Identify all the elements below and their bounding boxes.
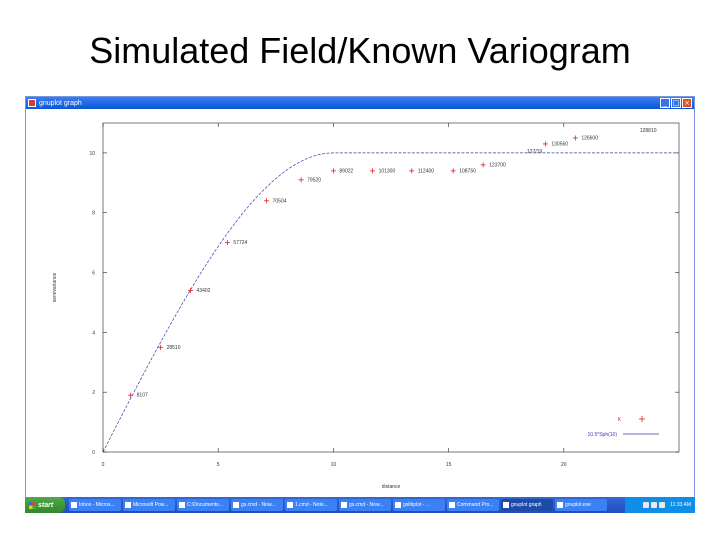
task-label: gnuplot.exe: [565, 502, 591, 508]
task-app-icon: [341, 502, 347, 508]
data-label: 43402: [197, 288, 211, 294]
taskbar-task[interactable]: gnuplot.exe: [555, 499, 607, 511]
task-label: gs.cmd - Now...: [241, 502, 276, 508]
y-tick-label: 10: [89, 151, 95, 157]
slide-title: Simulated Field/Known Variogram: [89, 30, 631, 71]
taskbar-task[interactable]: Command Pro...: [447, 499, 499, 511]
start-button[interactable]: start: [25, 497, 65, 513]
data-label: 57724: [233, 240, 247, 246]
task-app-icon: [557, 502, 563, 508]
data-label: 70504: [273, 198, 287, 204]
data-label: 8107: [137, 393, 148, 399]
x-tick-label: 20: [561, 462, 567, 468]
clock: 11:33 AM: [670, 502, 691, 508]
x-tick-label: 5: [217, 462, 220, 468]
data-point: [298, 177, 304, 183]
y-tick-label: 2: [92, 390, 95, 396]
task-label: gs.cmd - Now...: [349, 502, 384, 508]
task-app-icon: [287, 502, 293, 508]
y-tick-label: 8: [92, 211, 95, 217]
data-label: 130560: [551, 141, 568, 147]
model-line: [102, 152, 679, 453]
data-point: [450, 168, 456, 174]
variogram-chart: 0 5 10 15 20 0 2 4 6 8 10 distance semivariance 8107 2…: [52, 122, 680, 490]
security-icon[interactable]: [659, 502, 666, 508]
task-label: 1.cmd - Note...: [295, 502, 328, 508]
data-point: [224, 240, 230, 246]
x-tick-label: 15: [446, 462, 452, 468]
start-label: start: [38, 501, 54, 509]
data-point: [480, 162, 486, 168]
x-axis-label: distance: [382, 484, 401, 490]
data-point: [409, 168, 415, 174]
taskbar-task[interactable]: Microsoft Pow...: [123, 499, 175, 511]
task-app-icon: [233, 502, 239, 508]
taskbar-task[interactable]: Inbox - Micros...: [69, 499, 121, 511]
task-label: C:\Documents...: [187, 502, 223, 508]
task-app-icon: [503, 502, 509, 508]
plot-frame: [102, 122, 680, 453]
data-label: 101300: [379, 168, 396, 174]
task-app-icon: [125, 502, 131, 508]
taskbar-task[interactable]: C:\Documents...: [177, 499, 229, 511]
x-tick-label: 10: [331, 462, 337, 468]
taskbar-task[interactable]: gs.cmd - Now...: [231, 499, 283, 511]
maximize-button[interactable]: □: [671, 98, 681, 108]
y-axis-label: semivariance: [52, 273, 58, 303]
task-label: gnuplot graph: [511, 502, 542, 508]
network-icon[interactable]: [643, 502, 650, 508]
gnuplot-window: gnuplot graph _ □ × 0 5 10 15 20 0 2 4 6 8 10 dista…: [25, 96, 695, 513]
data-point: [158, 344, 164, 350]
task-label: Command Pro...: [457, 502, 494, 508]
data-point: [330, 168, 336, 174]
task-app-icon: [395, 502, 401, 508]
data-label: 79520: [307, 177, 321, 183]
task-app-icon: [179, 502, 185, 508]
data-point: [188, 287, 194, 293]
data-label: 28510: [167, 345, 181, 351]
extra-label: 127/19: [527, 149, 543, 155]
task-app-icon: [71, 502, 77, 508]
data-label: 123700: [489, 162, 506, 168]
task-label: Microsoft Pow...: [133, 502, 169, 508]
task-app-icon: [449, 502, 455, 508]
y-tick-label: 0: [92, 450, 95, 456]
task-label: gslibplot - ...: [403, 502, 430, 508]
legend-label-model: 10.5*Sph(10): [588, 432, 618, 438]
legend-label-points: K: [618, 417, 622, 423]
window-controls: _ □ ×: [660, 98, 692, 108]
taskbar: start Inbox - Micros... Microsoft Pow... C…: [25, 497, 695, 513]
system-tray: 11:33 AM: [625, 497, 695, 513]
taskbar-task[interactable]: gs.cmd - Now...: [339, 499, 391, 511]
data-point: [542, 141, 548, 147]
taskbar-task[interactable]: gslibplot - ...: [393, 499, 445, 511]
data-point: [128, 392, 134, 398]
legend-marker-points: [639, 416, 645, 422]
data-label: 112400: [418, 168, 435, 174]
volume-icon[interactable]: [651, 502, 658, 508]
data-label: 108750: [459, 168, 476, 174]
x-tick-label: 0: [102, 462, 105, 468]
data-point: [572, 135, 578, 141]
close-button[interactable]: ×: [682, 98, 692, 108]
taskbar-task[interactable]: 1.cmd - Note...: [285, 499, 337, 511]
taskbar-tasks: Inbox - Micros... Microsoft Pow... C:\Docu…: [69, 499, 607, 511]
window-titlebar[interactable]: gnuplot graph _ □ ×: [26, 97, 694, 109]
task-label: Inbox - Micros...: [79, 502, 115, 508]
data-point: [264, 198, 270, 204]
data-label: 126600: [581, 135, 598, 141]
data-label: 89022: [339, 168, 353, 174]
windows-logo-icon: [29, 501, 36, 509]
window-title: gnuplot graph: [39, 99, 82, 107]
y-tick-label: 4: [92, 330, 95, 336]
gnuplot-app-icon: [28, 99, 36, 107]
extra-label: 128810: [640, 128, 657, 134]
y-tick-label: 6: [92, 271, 95, 277]
minimize-button[interactable]: _: [660, 98, 670, 108]
data-point: [370, 168, 376, 174]
taskbar-task[interactable]: gnuplot graph: [501, 499, 553, 511]
